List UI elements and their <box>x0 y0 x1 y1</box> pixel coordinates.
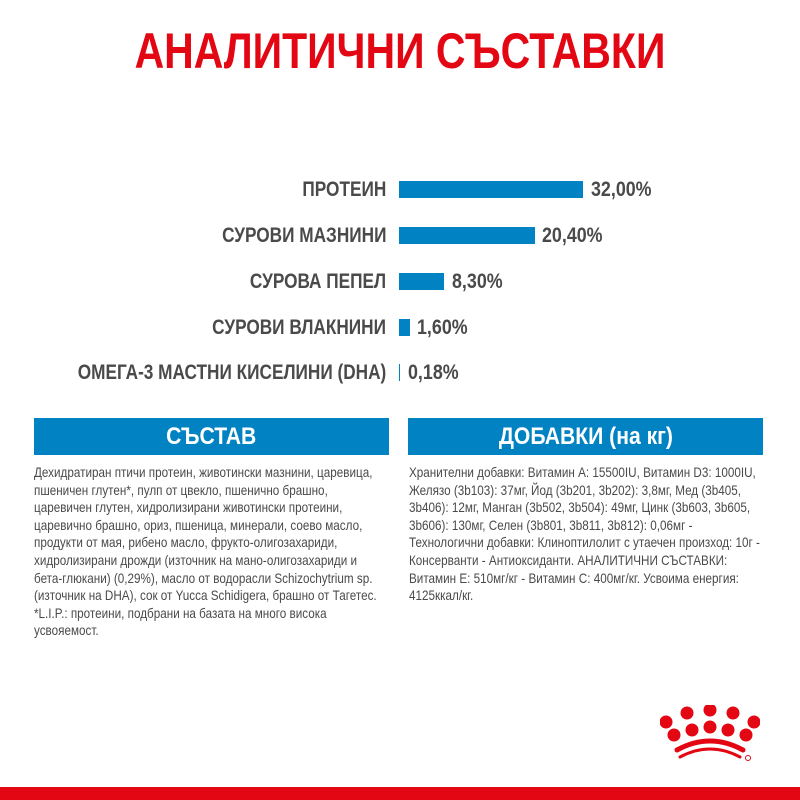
bar <box>399 319 410 336</box>
bar <box>399 181 583 198</box>
composition-heading-text: СЪСТАВ <box>166 423 257 450</box>
bar <box>399 273 444 290</box>
row-label: ОМЕГА-3 МАСТНИ КИСЕЛИНИ (DHA) <box>77 361 386 384</box>
page-title: АНАЛИТИЧНИ СЪСТАВКИ <box>134 23 666 79</box>
additives-heading-text: ДОБАВКИ (на кг) <box>498 423 673 450</box>
row-label: СУРОВА ПЕПЕЛ <box>249 270 386 293</box>
composition-heading: СЪСТАВ <box>34 418 389 455</box>
row-value: 20,40% <box>542 224 603 247</box>
chart-row-omega3: ОМЕГА-3 МАСТНИ КИСЕЛИНИ (DHA) 0,18% <box>0 358 800 388</box>
row-label: СУРОВИ МАЗНИНИ <box>221 224 386 247</box>
additives-text: Хранителни добавки: Витамин A: 15500IU, … <box>409 464 764 605</box>
additives-body: Хранителни добавки: Витамин A: 15500IU, … <box>409 465 760 604</box>
composition-footnote: *L.I.P.: протеини, подбрани на базата на… <box>34 605 327 639</box>
nutrient-bar-chart: ПРОТЕИН 32,00% СУРОВИ МАЗНИНИ 20,40% СУР… <box>0 170 800 390</box>
chart-row-fiber: СУРОВИ ВЛАКНИНИ 1,60% <box>0 313 800 343</box>
row-value: 0,18% <box>408 361 459 384</box>
row-value: 8,30% <box>452 270 503 293</box>
footer-red-band <box>0 787 800 800</box>
chart-row-fat: СУРОВИ МАЗНИНИ 20,40% <box>0 221 800 251</box>
composition-body: Дехидратиран птичи протеин, животински м… <box>34 465 377 604</box>
chart-row-protein: ПРОТЕИН 32,00% <box>0 175 800 205</box>
bar <box>399 364 400 381</box>
composition-text: Дехидратиран птичи протеин, животински м… <box>34 464 384 640</box>
chart-row-ash: СУРОВА ПЕПЕЛ 8,30% <box>0 267 800 297</box>
row-label: СУРОВИ ВЛАКНИНИ <box>212 316 386 339</box>
bar <box>399 227 535 244</box>
row-value: 32,00% <box>591 178 652 201</box>
royal-crown-logo-icon <box>660 705 760 761</box>
additives-heading: ДОБАВКИ (на кг) <box>408 418 763 455</box>
row-label: ПРОТЕИН <box>302 178 386 201</box>
row-value: 1,60% <box>417 316 468 339</box>
